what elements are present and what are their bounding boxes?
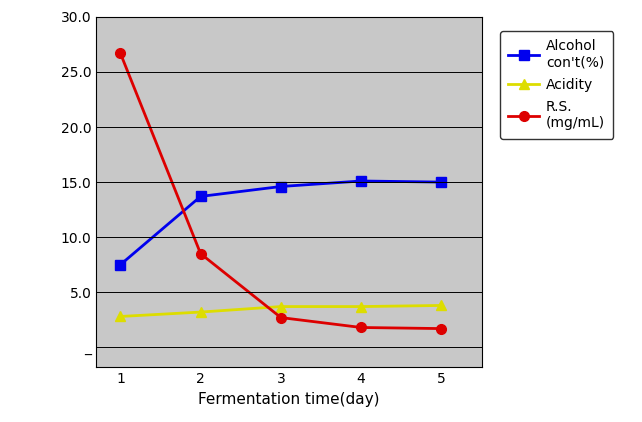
Line: R.S.
(mg/mL): R.S. (mg/mL) [116, 49, 446, 333]
Acidity [117, 314, 125, 319]
Alcohol
con't(%) [117, 262, 125, 267]
R.S.
(mg/mL) [357, 325, 365, 330]
Alcohol
con't(%) [196, 194, 204, 199]
Acidity [357, 304, 365, 309]
R.S.
(mg/mL) [196, 251, 204, 256]
Legend: Alcohol
con't(%), Acidity, R.S.
(mg/mL): Alcohol con't(%), Acidity, R.S. (mg/mL) [500, 31, 613, 138]
Acidity [438, 303, 446, 308]
R.S.
(mg/mL) [438, 326, 446, 331]
Line: Acidity: Acidity [116, 300, 446, 321]
R.S.
(mg/mL) [277, 315, 285, 320]
Line: Alcohol
con't(%): Alcohol con't(%) [116, 176, 446, 270]
Alcohol
con't(%) [357, 179, 365, 184]
R.S.
(mg/mL) [117, 51, 125, 56]
X-axis label: Fermentation time(day): Fermentation time(day) [198, 392, 379, 406]
Acidity [196, 309, 204, 314]
Alcohol
con't(%) [438, 180, 446, 185]
Alcohol
con't(%) [277, 184, 285, 189]
Acidity [277, 304, 285, 309]
